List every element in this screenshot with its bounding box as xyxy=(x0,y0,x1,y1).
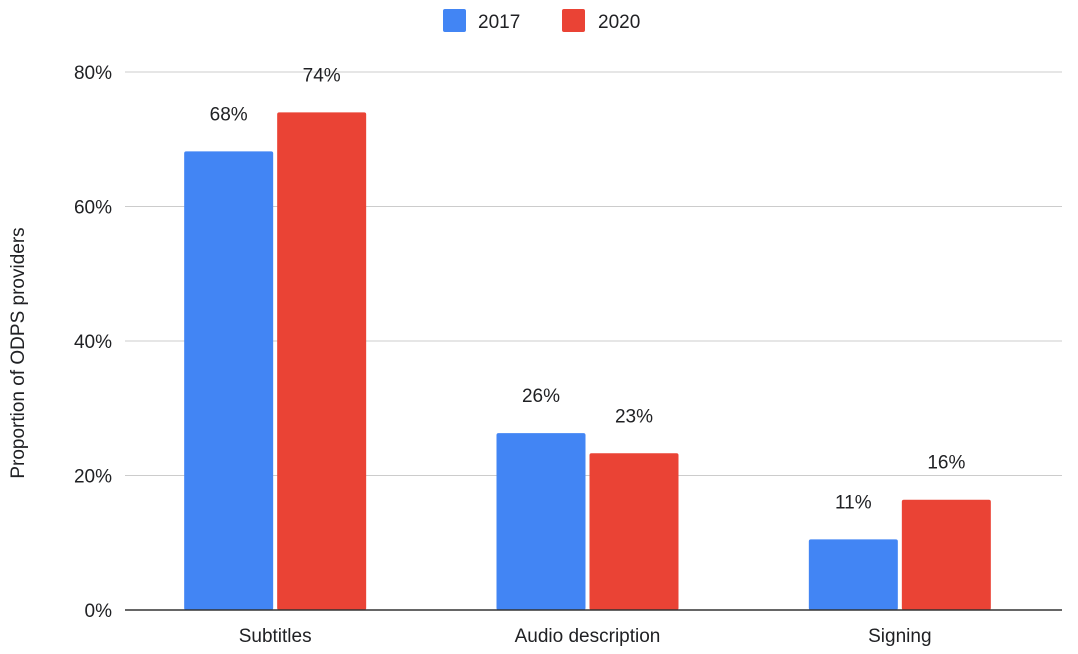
y-axis: 0% 20% 40% 60% 80% xyxy=(74,63,112,622)
x-tick-label: Signing xyxy=(868,626,931,647)
y-tick-label: 0% xyxy=(85,601,113,622)
y-tick-label: 60% xyxy=(74,198,112,219)
legend-label: 2020 xyxy=(598,12,640,33)
y-tick-label: 40% xyxy=(74,332,112,353)
bar xyxy=(589,453,679,610)
legend-swatch xyxy=(443,9,466,32)
y-tick-label: 20% xyxy=(74,467,112,488)
x-tick-label: Audio description xyxy=(515,626,661,647)
data-label: 26% xyxy=(522,386,560,407)
legend-label: 2017 xyxy=(478,12,520,33)
data-label: 23% xyxy=(615,406,653,427)
y-tick-label: 80% xyxy=(74,63,112,84)
data-labels: 68% 74% 26% 23% 11% 16% xyxy=(210,65,966,513)
data-label: 68% xyxy=(210,104,248,125)
data-label: 74% xyxy=(303,65,341,86)
y-axis-label: Proportion of ODPS providers xyxy=(8,227,29,478)
bar xyxy=(277,112,367,610)
bar xyxy=(184,151,274,611)
bars xyxy=(184,112,991,611)
legend: 2017 2020 xyxy=(443,9,640,33)
bar xyxy=(808,539,898,610)
bar xyxy=(496,433,586,610)
data-label: 11% xyxy=(835,492,872,513)
legend-swatch xyxy=(562,9,585,32)
bar xyxy=(901,499,991,610)
data-label: 16% xyxy=(927,453,965,474)
x-tick-label: Subtitles xyxy=(239,626,312,647)
x-axis: Subtitles Audio description Signing xyxy=(125,609,1062,647)
